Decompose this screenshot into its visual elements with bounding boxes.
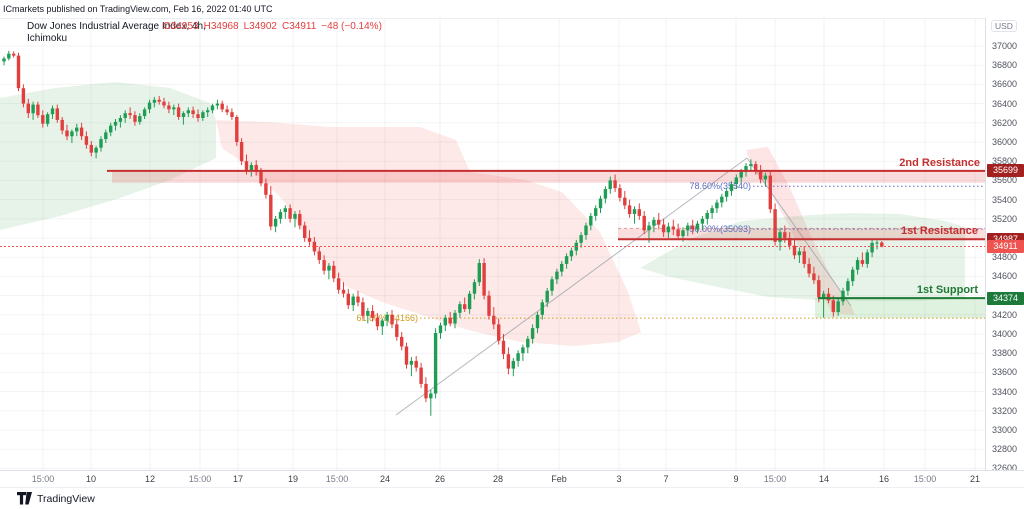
time-tick-label: 16	[878, 474, 889, 484]
price-tick-label: 35400	[992, 194, 1018, 205]
time-tick-label: 15:00	[188, 474, 212, 484]
price-axis[interactable]: USD 37000 36800 36600 36400 36200 36000 35800 3…	[985, 18, 1024, 474]
low-value: L34902	[243, 21, 277, 32]
time-tick-label: 24	[379, 474, 390, 484]
time-tick-label: 19	[287, 474, 298, 484]
symbol-title: Dow Jones Industrial Average Index, 4h,	[27, 21, 206, 32]
published-text: ICmarkets published on TradingView.com, …	[3, 4, 273, 14]
price-tick-label: 33800	[992, 348, 1018, 359]
trendlines[interactable]	[395, 157, 852, 416]
time-tick-label: 3	[616, 474, 622, 484]
ohlc-values: O34953 H34968 L34902 C34911 −48 (−0.14%)	[163, 21, 387, 33]
time-tick-label: 15:00	[325, 474, 349, 484]
footer-bar: TradingView	[0, 487, 1024, 509]
time-tick-label: 26	[434, 474, 445, 484]
svg-text:2nd Resistance: 2nd Resistance	[899, 157, 980, 169]
tradingview-logo-icon[interactable]	[17, 492, 32, 505]
time-tick-label: 7	[663, 474, 669, 484]
time-tick-label: 15:00	[913, 474, 937, 484]
close-value: C34911	[282, 21, 317, 32]
time-tick-label: 10	[85, 474, 96, 484]
price-level-badge: 34374	[987, 291, 1024, 305]
open-value: O34953	[163, 21, 199, 32]
plot-top-border	[0, 18, 985, 19]
price-tick-label: 33400	[992, 386, 1018, 397]
time-tick-label: 28	[492, 474, 503, 484]
svg-text:50.00%(35093): 50.00%(35093)	[689, 224, 751, 234]
currency-unit-label: USD	[991, 20, 1017, 32]
ichimoku-green-cloud-left	[0, 82, 216, 230]
price-tick-label: 33200	[992, 405, 1018, 416]
current-price-badge: 34911	[987, 240, 1024, 253]
level-lines[interactable]: 2nd Resistance 1st Resistance 1st Support	[107, 157, 985, 300]
price-tick-label: 36800	[992, 60, 1018, 71]
grid-lines	[0, 18, 985, 470]
price-tick-label: 36000	[992, 137, 1018, 147]
time-tick-label: 9	[733, 474, 739, 484]
price-tick-label: 33600	[992, 367, 1018, 378]
price-tick-label: 33000	[992, 425, 1018, 435]
tradingview-wordmark[interactable]: TradingView	[37, 492, 95, 505]
price-tick-label: 34800	[992, 252, 1018, 263]
price-tick-label: 35800	[992, 156, 1018, 167]
ichimoku-red-cloud-mid	[216, 120, 641, 346]
price-tick-label: 35200	[992, 213, 1018, 224]
time-tick-label: 15:00	[763, 474, 787, 484]
price-tick-label: 34600	[992, 271, 1018, 282]
time-tick-label: 17	[232, 474, 243, 484]
price-tick-label: 32600	[992, 463, 1018, 474]
level-zones[interactable]	[112, 170, 985, 319]
time-tick-label: 15:00	[31, 474, 55, 484]
time-tick-label: 21	[969, 474, 980, 484]
price-tick-label: 34000	[992, 329, 1018, 339]
price-level-badge: 35699	[987, 164, 1024, 178]
symbol-legend: Dow Jones Industrial Average Index, 4h, …	[27, 21, 206, 45]
high-value: H34968	[203, 21, 239, 32]
price-tick-label: 36200	[992, 117, 1018, 128]
price-tick-label: 32800	[992, 444, 1018, 455]
price-tick-label: 37000	[992, 41, 1018, 51]
indicator-name: Ichimoku	[27, 33, 68, 44]
time-tick-label: 12	[144, 474, 155, 484]
price-tick-label: 35600	[992, 175, 1018, 186]
svg-text:1st Support: 1st Support	[917, 284, 978, 296]
price-tick-label: 34200	[992, 309, 1018, 320]
price-tick-label: 36600	[992, 79, 1018, 90]
change-value: −48 (−0.14%)	[321, 21, 382, 32]
time-tick-label: Feb	[551, 474, 567, 484]
published-bar: ICmarkets published on TradingView.com, …	[0, 0, 1024, 18]
candlestick-series	[2, 50, 884, 416]
time-tick-label: 14	[818, 474, 829, 484]
svg-text:1st Resistance: 1st Resistance	[901, 225, 978, 237]
time-axis[interactable]: 15:00 10 12 15:00 17 19 15:00 24 26 28 Feb 3 7 9 15:00…	[0, 470, 1024, 488]
svg-text:78.60%(35540): 78.60%(35540)	[689, 181, 751, 191]
price-tick-label: 36400	[992, 98, 1018, 109]
